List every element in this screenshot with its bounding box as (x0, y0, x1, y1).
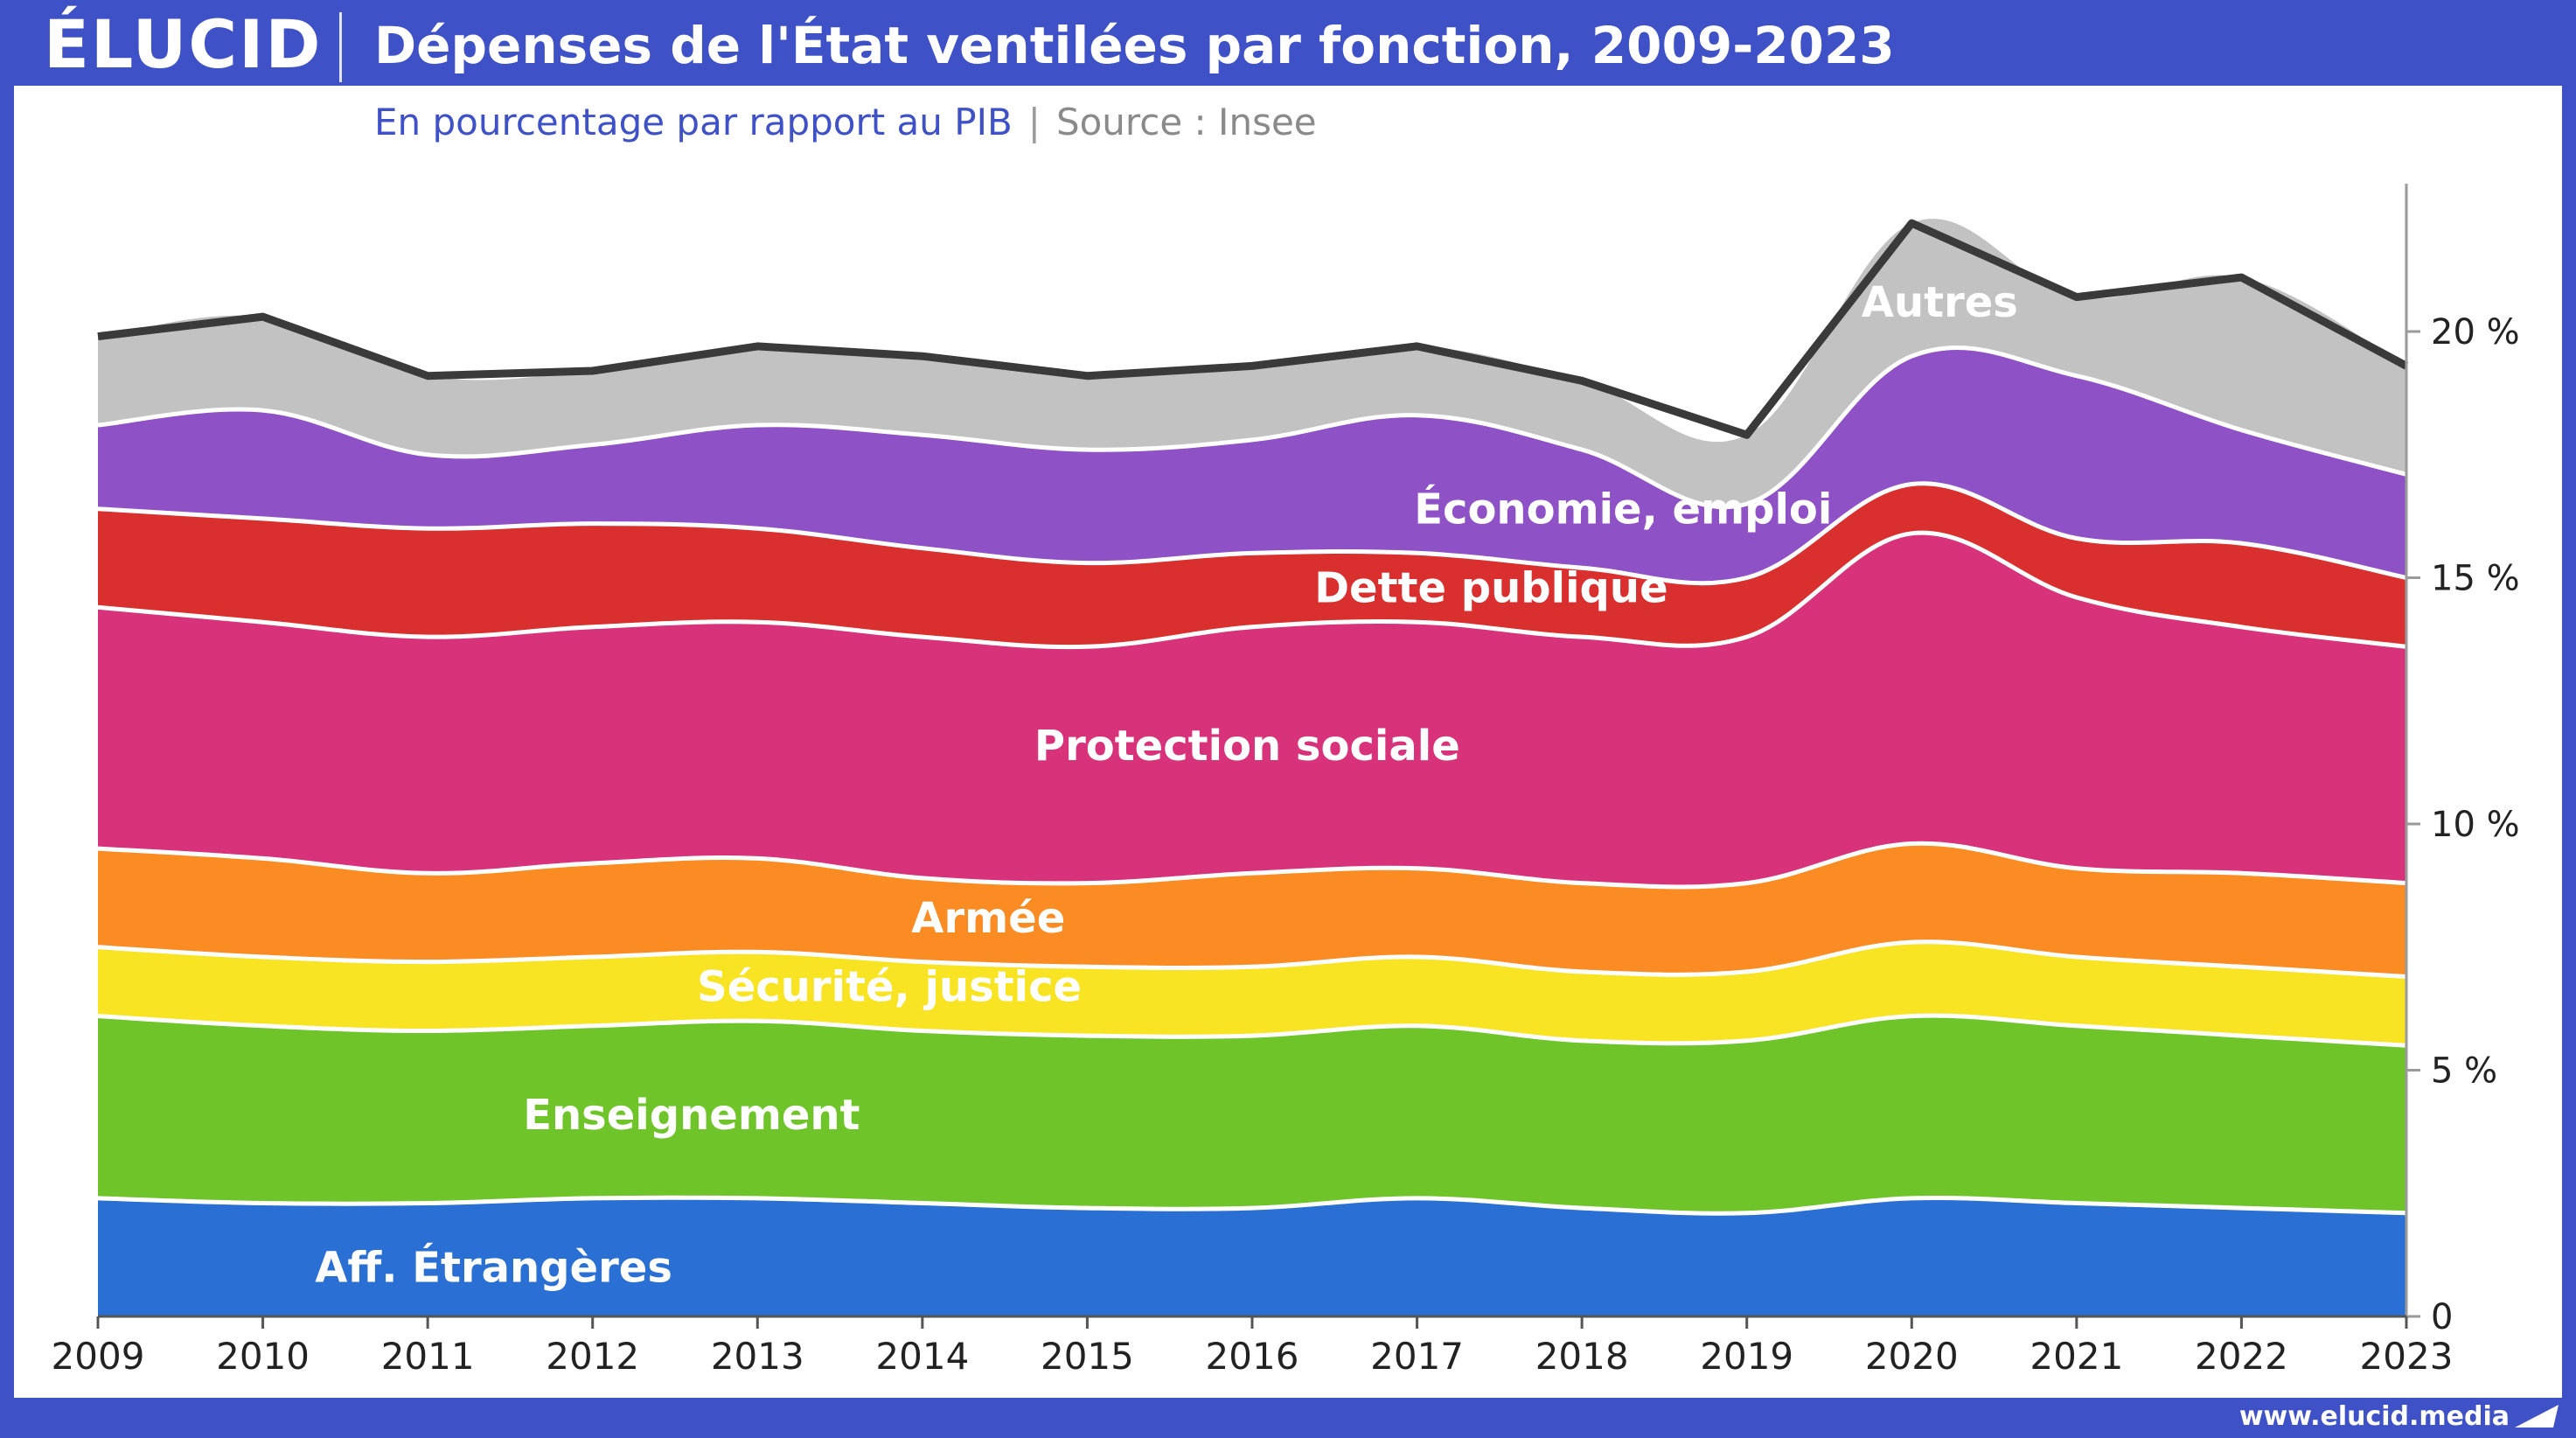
area-armee (98, 843, 2406, 977)
x-tick-label: 2019 (1700, 1335, 1793, 1378)
x-tick-label: 2014 (875, 1335, 969, 1378)
page-title: Dépenses de l'État ventilées par fonctio… (374, 16, 1895, 75)
series-label: Économie, emploi (1414, 485, 1832, 534)
x-tick-label: 2018 (1535, 1335, 1629, 1378)
y-tick-label: 5 % (2431, 1051, 2497, 1092)
subtitle-source: Source : Insee (1055, 101, 1317, 143)
y-tick-label: 20 % (2431, 312, 2520, 353)
elucid-logo[interactable]: ÉLUCID (44, 5, 323, 83)
y-tick-label: 10 % (2431, 805, 2520, 845)
area-boundary (97, 1013, 2407, 1048)
series-label: Protection sociale (1034, 722, 1460, 771)
area-boundary (97, 841, 2407, 890)
header-bar: ÉLUCID Dépenses de l'État ventilées par … (0, 0, 2576, 86)
area-boundary (97, 1195, 2407, 1216)
area-enseignement (98, 1016, 2406, 1214)
footer-url[interactable]: www.elucid.media (2238, 1401, 2510, 1432)
logo-divider (339, 12, 342, 82)
x-tick-label: 2010 (216, 1335, 310, 1378)
series-label: Enseignement (523, 1091, 860, 1140)
area-protection-sociale (98, 533, 2406, 887)
series-label: Autres (1862, 278, 2018, 327)
series-label: Armée (911, 894, 1065, 943)
x-tick-label: 2020 (1865, 1335, 1959, 1378)
y-tick-label: 15 % (2431, 559, 2520, 599)
total-line (97, 219, 2409, 439)
x-tick-label: 2013 (711, 1335, 804, 1378)
x-tick-label: 2016 (1206, 1335, 1299, 1378)
area-dette-publique (98, 483, 2406, 647)
series-label: Sécurité, justice (697, 963, 1082, 1012)
area-boundary (97, 939, 2407, 979)
area-boundary (97, 530, 2407, 650)
area-securite-justice (98, 941, 2406, 1046)
x-tick-label: 2017 (1370, 1335, 1464, 1378)
x-tick-label: 2022 (2195, 1335, 2288, 1378)
series-label: Aff. Étrangères (315, 1243, 672, 1293)
elucid-mark-icon (2515, 1405, 2559, 1428)
x-tick-label: 2015 (1041, 1335, 1134, 1378)
area-aff-etrangeres (98, 1197, 2406, 1316)
x-tick-label: 2023 (2360, 1335, 2454, 1378)
x-tick-label: 2012 (546, 1335, 639, 1378)
series-label: Dette publique (1314, 564, 1667, 613)
x-tick-label: 2011 (381, 1335, 475, 1378)
area-boundary (97, 481, 2407, 586)
x-tick-label: 2021 (2029, 1335, 2123, 1378)
subtitle-separator: | (1027, 101, 1041, 143)
x-tick-label: 2009 (52, 1335, 145, 1378)
chart-subtitle: En pourcentage par rapport au PIB | Source… (374, 98, 1317, 147)
subtitle-unit: En pourcentage par rapport au PIB (374, 101, 1013, 143)
area-boundary (97, 345, 2407, 510)
y-tick-label: 0 (2431, 1297, 2453, 1337)
